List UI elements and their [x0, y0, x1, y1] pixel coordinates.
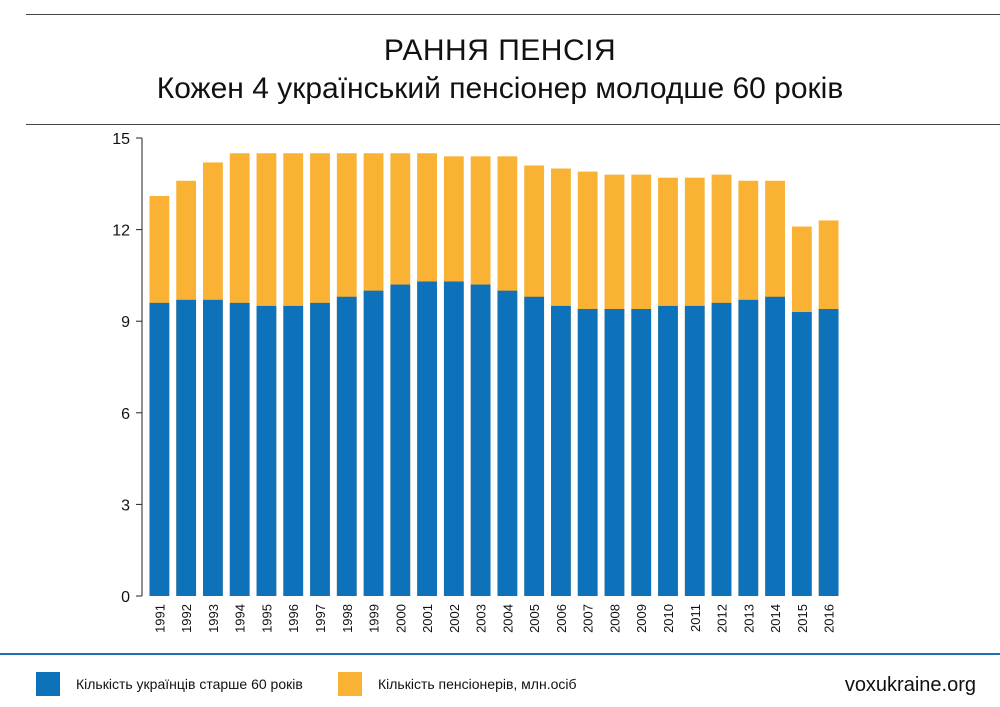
x-tick-label-2004: 2004	[500, 604, 515, 633]
bar-over60-2000	[390, 284, 411, 596]
bar-over60-2007	[577, 308, 598, 596]
x-tick-label-1997: 1997	[313, 604, 328, 633]
bar-over60-2012	[711, 302, 732, 596]
x-tick-label-2001: 2001	[420, 604, 435, 633]
x-axis-labels: 1991 1992 1993 1994 1995 1996 1997 1998 1999 2000…	[152, 604, 836, 633]
bar-over60-2010	[658, 305, 678, 596]
y-tick-label: 15	[112, 131, 130, 148]
x-tick-label-2002: 2002	[447, 604, 462, 633]
legend-swatch-blue	[36, 672, 60, 696]
x-tick-label-2012: 2012	[715, 604, 730, 633]
bar-over60-1999	[363, 290, 384, 596]
x-tick-label-2006: 2006	[554, 604, 569, 633]
legend-item-orange: Кількість пенсіонерів, млн.осіб	[338, 670, 577, 698]
bar-over60-2009	[631, 308, 652, 596]
chart-title: РАННЯ ПЕНСІЯ	[383, 34, 617, 67]
bar-over60-2013	[738, 299, 759, 596]
x-tick-label-2008: 2008	[607, 604, 622, 633]
x-tick-label-1994: 1994	[233, 604, 248, 633]
y-tick-label: 3	[121, 497, 130, 514]
bar-over60-1998	[336, 296, 357, 596]
x-tick-label-2000: 2000	[393, 604, 408, 633]
x-tick-label-2011: 2011	[688, 604, 703, 632]
y-tick-label: 12	[112, 223, 130, 240]
x-tick-label-1991: 1991	[152, 604, 167, 633]
bar-over60-2015	[791, 312, 812, 596]
x-tick-label-2010: 2010	[661, 604, 676, 633]
y-tick-label: 0	[121, 589, 130, 606]
x-tick-label-2016: 2016	[822, 604, 837, 633]
y-axis: 0 3 6 9 12 15	[112, 131, 143, 606]
legend-label-orange: Кількість пенсіонерів, млн.осіб	[378, 676, 577, 692]
x-tick-label-1993: 1993	[206, 604, 221, 633]
footer-rule	[0, 653, 1000, 655]
x-tick-label-1998: 1998	[340, 604, 355, 633]
bar-over60-2003	[470, 284, 491, 596]
x-tick-label-2015: 2015	[795, 604, 810, 633]
x-tick-label-2014: 2014	[768, 604, 783, 633]
x-tick-label-1999: 1999	[367, 604, 382, 633]
y-tick-label: 6	[121, 406, 130, 423]
bar-over60-2014	[765, 296, 785, 596]
bar-over60-1995	[256, 305, 277, 596]
legend-swatch-orange	[338, 672, 362, 696]
bar-over60-2006	[551, 305, 571, 596]
y-tick-label: 9	[121, 314, 130, 331]
x-tick-label-1992: 1992	[179, 604, 194, 633]
bar-over60-1996	[283, 305, 304, 596]
x-tick-label-1995: 1995	[259, 604, 274, 633]
bar-over60-2004	[497, 290, 518, 596]
bar-over60-2011	[684, 305, 705, 596]
legend-item-blue: Кількість українців старше 60 років	[36, 670, 303, 698]
bar-over60-2001	[417, 281, 437, 596]
bar-over60-1994	[229, 302, 250, 596]
bar-over60-2002	[443, 281, 464, 596]
x-tick-label-2009: 2009	[634, 604, 649, 633]
bar-over60-1997	[310, 302, 330, 596]
bar-over60-2016	[818, 308, 839, 596]
bar-over60-1991	[149, 302, 170, 596]
bar-over60-1993	[203, 299, 223, 596]
x-tick-label-1996: 1996	[286, 604, 301, 633]
top-rule	[26, 14, 1000, 15]
site-url: voxukraine.org	[844, 674, 976, 696]
bar-over60-2005	[524, 296, 545, 596]
x-tick-label-2003: 2003	[474, 604, 489, 633]
x-tick-label-2005: 2005	[527, 604, 542, 633]
legend-label-blue: Кількість українців старше 60 років	[76, 676, 303, 692]
bar-over60-1992	[176, 299, 197, 596]
x-tick-label-2007: 2007	[581, 604, 596, 633]
header-rule	[26, 124, 1000, 125]
chart-subtitle: Кожен 4 український пенсіонер молодше 60…	[156, 72, 844, 105]
bar-over60-2008	[604, 308, 625, 596]
bars	[149, 153, 839, 597]
x-tick-label-2013: 2013	[741, 604, 756, 633]
